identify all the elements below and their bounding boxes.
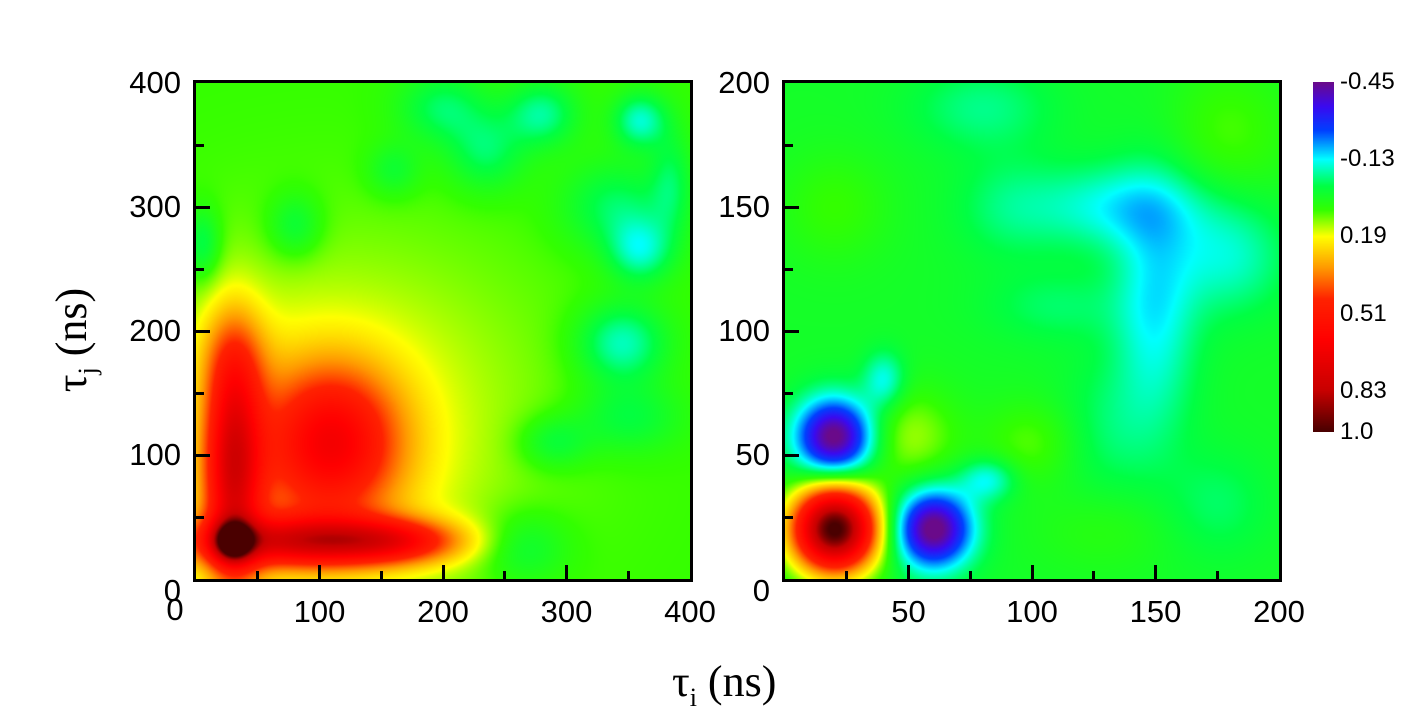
y-tick	[785, 515, 793, 519]
x-tick-label: 100	[293, 594, 346, 629]
x-tick	[845, 571, 849, 579]
x-tick	[626, 571, 630, 579]
x-axis-unit: (ns)	[696, 657, 777, 706]
colorbar-label: 0.19	[1340, 222, 1387, 250]
y-axis-symbol: τ	[47, 374, 96, 393]
colorbar-label: 1.0	[1340, 418, 1374, 445]
y-tick	[785, 329, 799, 333]
x-tick	[1154, 565, 1157, 579]
left-heatmap-canvas	[196, 83, 690, 579]
y-tick	[196, 391, 204, 395]
x-tick-label: 0	[166, 592, 184, 627]
y-tick-label: 50	[735, 437, 770, 472]
y-tick-label: 0	[752, 573, 770, 608]
y-tick	[785, 143, 793, 147]
x-tick-label: 300	[540, 594, 593, 629]
x-tick	[379, 571, 383, 579]
colorbar-label: -0.13	[1340, 145, 1395, 173]
x-axis-subscript: i	[689, 683, 697, 712]
y-tick	[785, 453, 799, 457]
x-axis-title: τi (ns)	[672, 660, 776, 711]
x-tick	[1030, 565, 1034, 579]
right-heatmap-plot	[782, 80, 1282, 582]
y-tick-label: 150	[718, 189, 770, 224]
y-tick-label: 200	[718, 65, 770, 100]
y-tick-label: 400	[129, 65, 181, 100]
x-tick-label: 200	[1253, 594, 1305, 629]
x-tick	[1215, 571, 1219, 579]
colorbar-label: 0.51	[1340, 299, 1387, 327]
y-axis-unit: (ns)	[47, 287, 96, 368]
y-tick	[196, 267, 204, 271]
y-tick-label: 0	[163, 573, 181, 608]
y-tick-label: 300	[129, 189, 181, 224]
y-tick	[196, 515, 204, 519]
y-axis-title: τj (ns)	[47, 240, 110, 440]
left-heatmap-plot	[193, 80, 693, 582]
y-tick-label: 200	[129, 313, 181, 348]
colorbar-label: -0.45	[1340, 68, 1395, 95]
right-heatmap-canvas	[785, 83, 1279, 579]
y-tick	[785, 267, 793, 271]
x-tick	[318, 565, 321, 579]
x-tick-label: 50	[891, 594, 926, 629]
x-tick	[907, 565, 910, 579]
x-tick	[503, 571, 507, 579]
colorbar	[1313, 82, 1334, 432]
x-tick-label: 150	[1129, 594, 1182, 629]
y-tick	[196, 143, 204, 147]
y-tick	[196, 329, 210, 333]
x-tick-label: 200	[417, 594, 469, 629]
y-tick	[196, 453, 210, 457]
x-axis-symbol: τ	[672, 657, 690, 706]
x-tick	[565, 565, 568, 579]
x-tick-label: 400	[664, 594, 716, 629]
colorbar-label: 0.83	[1340, 376, 1387, 404]
x-tick	[441, 565, 445, 579]
y-axis-subscript: j	[73, 367, 102, 375]
x-tick-label: 100	[1006, 594, 1058, 629]
y-tick	[785, 391, 793, 395]
y-tick-label: 100	[129, 437, 181, 472]
y-tick-label: 100	[718, 313, 770, 348]
colorbar-gradient	[1313, 82, 1334, 432]
x-tick	[256, 571, 260, 579]
x-tick	[968, 571, 972, 579]
y-tick	[196, 205, 210, 209]
y-tick	[785, 205, 799, 209]
x-tick	[1092, 571, 1096, 579]
